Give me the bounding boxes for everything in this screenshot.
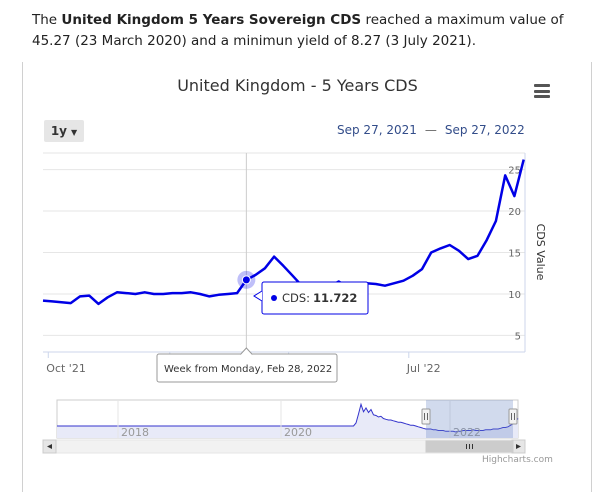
- cds-series-line: [42, 159, 525, 306]
- y-tick-label: 15: [508, 249, 521, 260]
- arrow-left-icon: [47, 444, 52, 449]
- range-selector-button[interactable]: 1y ▼: [44, 120, 84, 142]
- grid-layer: [43, 152, 525, 352]
- navigator-year-label: 2018: [121, 426, 149, 439]
- date-from-input[interactable]: Sep 27, 2021: [337, 123, 417, 137]
- chart-menu-button[interactable]: [534, 84, 550, 98]
- date-range: Sep 27, 2021 — Sep 27, 2022: [337, 123, 525, 137]
- arrow-right-icon: [516, 444, 521, 449]
- intro-text-after: reached a maximum value of 45.27 (23 Mar…: [32, 12, 564, 49]
- navigator-left-handle[interactable]: [421, 408, 431, 425]
- menu-bar-icon: [534, 84, 550, 87]
- chart-panel: [22, 62, 592, 492]
- date-to-input[interactable]: Sep 27, 2022: [444, 123, 525, 137]
- navigator-layer: 2018 2020 2022: [42, 399, 526, 454]
- navigator-series-line: [57, 402, 519, 433]
- y-tick-label: 20: [508, 207, 521, 218]
- date-separator: —: [424, 123, 437, 137]
- range-selector-label: 1y: [50, 124, 67, 138]
- y-tick-label: 10: [508, 290, 521, 301]
- tooltip-pointer: [253, 290, 263, 302]
- hover-marker: [241, 275, 251, 285]
- y-tick-label: 25: [508, 166, 521, 177]
- y-axis-title: CDS Value: [534, 224, 547, 281]
- navigator-area: [57, 404, 518, 438]
- tooltip-layer: CDS: 11.722 Week from Monday, Feb 28, 2022: [156, 270, 369, 383]
- crosshair-label-text: Week from Monday, Feb 28, 2022: [164, 364, 332, 375]
- caret-down-icon: ▼: [71, 128, 78, 137]
- x-tick-label: Oct '21: [46, 362, 86, 375]
- menu-bar-icon: [534, 95, 550, 98]
- y-tick-label: 5: [515, 331, 521, 342]
- navigator-right-handle[interactable]: [508, 408, 518, 425]
- tooltip-series-dot: [271, 295, 277, 301]
- credits-link[interactable]: Highcharts.com: [482, 455, 553, 465]
- navigator-year-label: 2022: [453, 426, 481, 439]
- navigator-year-label: 2020: [284, 426, 312, 439]
- tooltip-series-label: CDS:: [282, 291, 310, 305]
- intro-bold-text: United Kingdom 5 Years Sovereign CDS: [61, 12, 362, 28]
- series-layer: [42, 159, 525, 306]
- menu-bar-icon: [534, 89, 550, 93]
- intro-text-before: The: [32, 12, 62, 28]
- x-tick-label: Jul '22: [406, 362, 441, 375]
- crosshair-label-pointer: [239, 347, 253, 355]
- navigator-selection[interactable]: [426, 400, 513, 438]
- tooltip-value: 11.722: [313, 291, 357, 305]
- chart-title: United Kingdom - 5 Years CDS: [177, 76, 418, 95]
- intro-paragraph: The United Kingdom 5 Years Sovereign CDS…: [32, 10, 592, 52]
